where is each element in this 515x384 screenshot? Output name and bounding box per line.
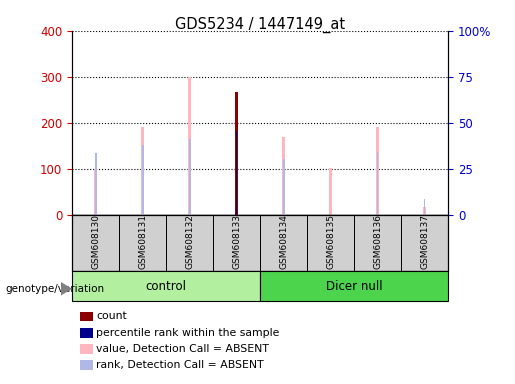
- Text: GSM608131: GSM608131: [138, 214, 147, 269]
- Bar: [188, 139, 191, 215]
- Bar: [142, 144, 144, 215]
- Bar: [235, 91, 238, 215]
- Bar: [401, 215, 448, 271]
- Bar: [236, 131, 237, 215]
- Bar: [141, 127, 145, 215]
- Text: GSM608132: GSM608132: [185, 214, 194, 269]
- Text: percentile rank within the sample: percentile rank within the sample: [96, 328, 280, 338]
- Text: control: control: [146, 280, 186, 293]
- Polygon shape: [61, 282, 72, 296]
- Bar: [424, 199, 425, 215]
- Text: Dicer null: Dicer null: [326, 280, 382, 293]
- Bar: [329, 169, 333, 215]
- Bar: [94, 170, 97, 215]
- Text: count: count: [96, 311, 127, 321]
- Bar: [119, 215, 166, 271]
- Text: GSM608134: GSM608134: [279, 214, 288, 269]
- Bar: [95, 153, 96, 215]
- Bar: [283, 159, 284, 215]
- Text: GSM608135: GSM608135: [326, 214, 335, 269]
- Bar: [282, 137, 285, 215]
- Text: value, Detection Call = ABSENT: value, Detection Call = ABSENT: [96, 344, 269, 354]
- Bar: [260, 215, 307, 271]
- Bar: [213, 215, 260, 271]
- Bar: [307, 215, 354, 271]
- Bar: [376, 152, 379, 215]
- Bar: [354, 215, 401, 271]
- Text: GSM608133: GSM608133: [232, 214, 241, 269]
- Bar: [187, 77, 192, 215]
- Text: GSM608136: GSM608136: [373, 214, 382, 269]
- Text: rank, Detection Call = ABSENT: rank, Detection Call = ABSENT: [96, 360, 264, 370]
- Bar: [375, 127, 380, 215]
- Bar: [72, 271, 260, 301]
- Bar: [72, 215, 119, 271]
- Text: GSM608130: GSM608130: [91, 214, 100, 269]
- Text: GDS5234 / 1447149_at: GDS5234 / 1447149_at: [175, 17, 345, 33]
- Text: genotype/variation: genotype/variation: [5, 284, 104, 294]
- Bar: [260, 271, 448, 301]
- Text: GSM608137: GSM608137: [420, 214, 429, 269]
- Bar: [423, 207, 426, 215]
- Bar: [166, 215, 213, 271]
